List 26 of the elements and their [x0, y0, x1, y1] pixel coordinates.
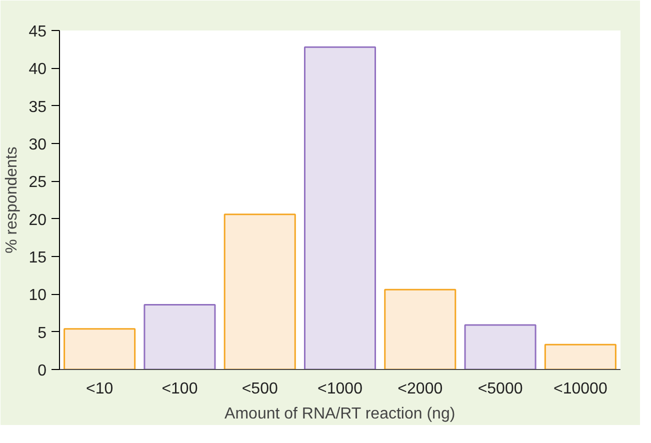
y-tick-label: 0 — [38, 362, 47, 380]
x-tick-label: <10000 — [554, 380, 608, 398]
y-tick-label: 5 — [38, 324, 47, 342]
y-tick-label: 25 — [28, 174, 47, 192]
y-tick-label: 15 — [28, 250, 47, 266]
bar — [224, 214, 296, 370]
bar — [304, 46, 376, 370]
y-tick-label: 20 — [28, 212, 47, 229]
y-tick-label: 30 — [28, 136, 47, 154]
bar — [144, 304, 216, 370]
x-tick-label: <5000 — [478, 380, 523, 398]
bar — [544, 344, 616, 370]
x-tick-label: <100 — [162, 380, 198, 398]
y-tick-label: 10 — [28, 287, 47, 304]
bar — [384, 288, 456, 370]
bar — [64, 328, 136, 370]
bar — [464, 324, 536, 370]
x-tick-label: <10 — [86, 380, 114, 398]
x-tick-label: <2000 — [398, 380, 443, 398]
y-tick-label: 35 — [28, 98, 47, 116]
x-tick-label: <1000 — [318, 380, 363, 398]
y-axis-title: % respondents — [4, 146, 21, 254]
y-tick-label: 40 — [28, 61, 47, 78]
x-axis-title: Amount of RNA/RT reaction (ng) — [224, 406, 456, 422]
x-tick-label: <500 — [242, 380, 278, 398]
y-tick-label: 45 — [28, 24, 47, 40]
